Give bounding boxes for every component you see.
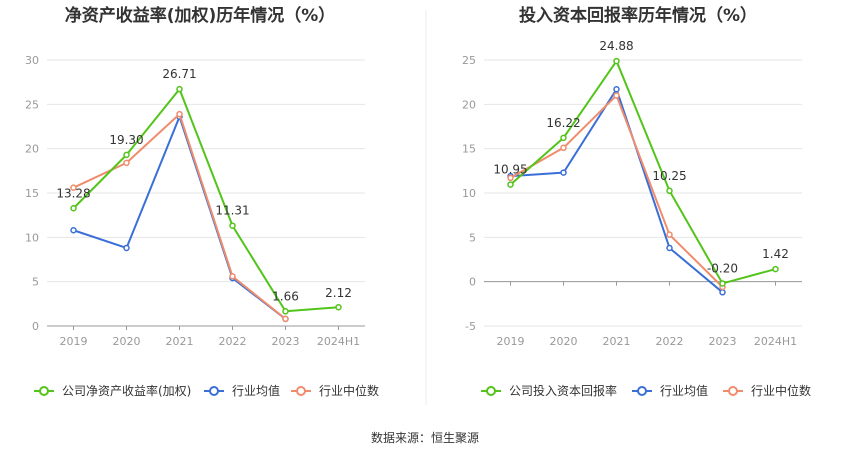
x-tick-label: 2020 xyxy=(550,335,578,348)
data-point xyxy=(666,231,673,238)
y-tick-label: 25 xyxy=(462,54,476,67)
data-label: 19.30 xyxy=(109,133,143,147)
data-point xyxy=(123,159,130,167)
data-label: 26.71 xyxy=(162,67,196,81)
data-point xyxy=(70,205,77,212)
data-point xyxy=(282,308,289,315)
x-tick-label: 2023 xyxy=(272,335,300,348)
legend-marker xyxy=(486,386,496,396)
x-tick-label: 2020 xyxy=(113,335,141,348)
data-point xyxy=(282,315,289,323)
data-point xyxy=(507,174,514,182)
x-tick-label: 2024H1 xyxy=(317,335,360,348)
chart-title: 投入资本回报率历年情况（%） xyxy=(519,5,757,26)
legend-marker xyxy=(209,386,219,396)
data-point xyxy=(719,289,726,296)
legend-marker xyxy=(296,386,306,396)
data-label: 10.95 xyxy=(493,163,527,177)
data-point xyxy=(772,265,779,273)
data-label: -0.20 xyxy=(707,261,738,275)
data-point xyxy=(560,169,567,176)
y-tick-label: 0 xyxy=(32,320,39,333)
series-line xyxy=(72,88,339,313)
y-tick-label: 10 xyxy=(462,187,476,200)
x-tick-label: 2022 xyxy=(219,335,247,348)
legend-label: 行业中位数 xyxy=(751,383,811,398)
y-tick-label: 5 xyxy=(469,231,476,244)
data-point xyxy=(666,187,673,195)
data-point xyxy=(70,226,77,234)
legend-label: 公司净资产收益率(加权) xyxy=(62,383,191,398)
x-tick-label: 2021 xyxy=(166,335,194,348)
legend-marker xyxy=(39,386,49,396)
y-tick-label: 5 xyxy=(32,276,39,289)
data-point xyxy=(176,85,183,93)
data-point xyxy=(613,57,620,65)
data-point xyxy=(70,184,77,191)
y-tick-label: 25 xyxy=(25,98,39,111)
data-label: 2.12 xyxy=(325,286,352,300)
x-tick-label: 2024H1 xyxy=(754,335,797,348)
data-point xyxy=(560,134,567,142)
x-tick-label: 2021 xyxy=(603,335,631,348)
y-tick-label: 15 xyxy=(462,143,476,156)
x-tick-label: 2022 xyxy=(656,335,684,348)
roe-chart: 净资产收益率(加权)历年情况（%） 0 5 10 15 20 25 30 2019 2020 202… xyxy=(25,5,379,398)
source-note: 数据来源：恒生聚源 xyxy=(371,430,479,445)
data-point xyxy=(229,222,236,229)
y-tick-label: 0 xyxy=(469,276,476,289)
y-tick-label: 30 xyxy=(25,54,39,67)
data-label: 16.22 xyxy=(546,116,580,130)
series-line xyxy=(509,60,776,285)
series-line xyxy=(510,88,724,294)
series-line xyxy=(73,113,287,320)
legend-marker xyxy=(728,386,738,396)
data-point xyxy=(507,181,514,188)
data-point xyxy=(335,303,342,311)
x-tick-label: 2019 xyxy=(497,335,525,348)
data-label: 10.25 xyxy=(652,169,686,183)
data-label: 13.28 xyxy=(56,186,90,200)
legend-label: 行业中位数 xyxy=(319,383,379,398)
legend-label: 行业均值 xyxy=(660,383,708,398)
legend-marker xyxy=(637,386,647,396)
y-tick-label: 10 xyxy=(25,231,39,244)
x-tick-label: 2019 xyxy=(60,335,88,348)
data-point xyxy=(123,244,130,252)
data-label: 24.88 xyxy=(599,39,633,53)
series-line xyxy=(510,94,724,288)
roic-chart: 投入资本回报率历年情况（%） -5 0 5 10 15 20 25 2019 2020 2021 20… xyxy=(462,5,811,398)
legend-label: 公司投入资本回报率 xyxy=(509,383,617,398)
data-point xyxy=(613,86,620,93)
y-tick-label: 15 xyxy=(25,187,39,200)
data-label: 1.42 xyxy=(762,247,789,261)
data-label: 11.31 xyxy=(215,204,249,218)
legend-label: 行业均值 xyxy=(232,383,280,398)
y-tick-label: 20 xyxy=(462,98,476,111)
x-tick-label: 2023 xyxy=(709,335,737,348)
data-point xyxy=(229,273,236,280)
series-line xyxy=(73,115,287,320)
data-point xyxy=(613,92,620,99)
data-point xyxy=(666,244,673,252)
data-point xyxy=(123,151,130,159)
data-label: 1.66 xyxy=(272,289,299,303)
chart-title: 净资产收益率(加权)历年情况（%） xyxy=(65,5,336,26)
y-tick-label: -5 xyxy=(465,320,476,333)
y-tick-label: 20 xyxy=(25,143,39,156)
data-point xyxy=(176,110,183,118)
data-point xyxy=(560,144,567,152)
data-point xyxy=(719,280,726,287)
